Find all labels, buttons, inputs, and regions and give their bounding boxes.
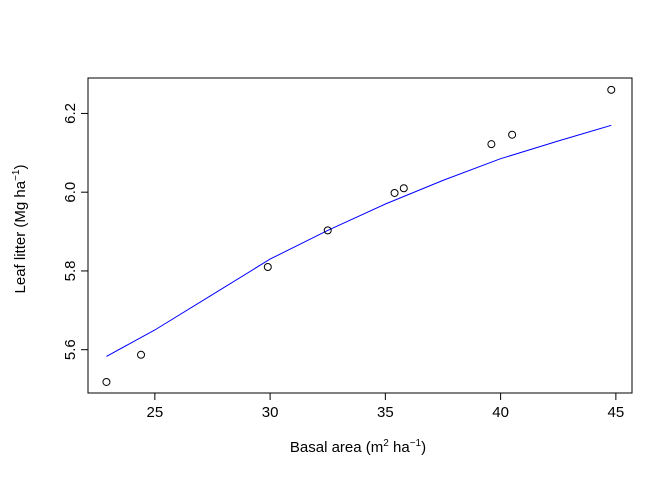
y-axis-title: Leaf litter (Mg ha−1) (11, 165, 29, 294)
y-axis: 5.6 5.8 6.0 6.2 (62, 103, 89, 360)
x-axis-title: Basal area (m2 ha−1) (290, 438, 426, 456)
y-tick-label: 6.0 (62, 182, 79, 203)
y-tick-label: 6.2 (62, 103, 79, 124)
x-tick-label: 25 (147, 404, 164, 421)
x-tick-label: 40 (492, 404, 509, 421)
data-point (508, 130, 517, 139)
x-tick-label: 30 (262, 404, 279, 421)
y-tick-label: 5.8 (62, 261, 79, 282)
fit-curve (106, 124, 612, 357)
data-point (102, 377, 111, 386)
data-point (323, 226, 332, 235)
x-axis: 25 30 35 40 45 (147, 392, 625, 421)
data-point (263, 263, 272, 271)
data-points (102, 85, 616, 386)
data-point (487, 140, 496, 149)
data-point (137, 350, 146, 359)
y-tick-label: 5.6 (62, 339, 79, 360)
fit-line (106, 124, 612, 357)
data-point (390, 188, 399, 197)
plot-frame (87, 77, 633, 394)
data-point (399, 184, 408, 193)
x-tick-label: 45 (608, 404, 625, 421)
data-point (607, 85, 616, 94)
x-tick-label: 35 (377, 404, 394, 421)
